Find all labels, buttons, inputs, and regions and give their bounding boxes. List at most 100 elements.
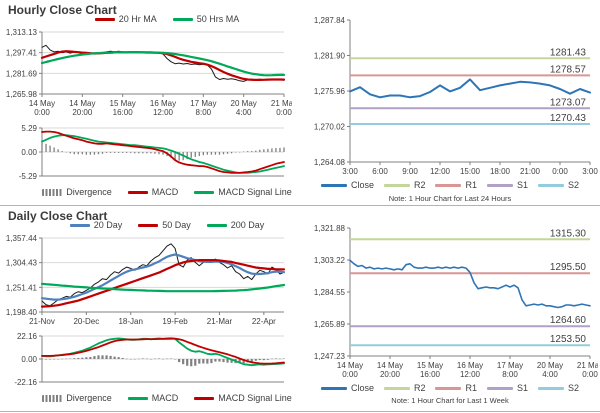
line-swatch-icon [320, 183, 347, 187]
svg-text:14 May: 14 May [337, 361, 363, 370]
svg-text:18-Jan: 18-Jan [118, 317, 142, 326]
bars-swatch-icon [42, 188, 63, 196]
legend-item-r2: R2 [383, 383, 425, 393]
daily-section-title: Daily Close Chart [8, 209, 108, 223]
svg-text:5.29: 5.29 [21, 124, 37, 133]
svg-text:21-Nov: 21-Nov [29, 317, 55, 326]
legend-item-s1: S1 [487, 383, 528, 393]
svg-text:0.00: 0.00 [21, 148, 37, 157]
svg-text:1,275.96: 1,275.96 [314, 87, 346, 96]
svg-text:16:00: 16:00 [420, 370, 441, 379]
svg-text:1,304.43: 1,304.43 [6, 259, 38, 268]
hourly-ma-legend: 20 Hr MA 50 Hrs MA [40, 14, 294, 24]
svg-text:0.00: 0.00 [21, 355, 37, 364]
legend-item-macd-signal: MACD Signal Line [194, 393, 292, 403]
line-swatch-icon [538, 386, 565, 390]
legend-item-s1: S1 [487, 180, 528, 190]
svg-text:1,264.08: 1,264.08 [314, 158, 346, 167]
svg-text:1,357.44: 1,357.44 [6, 234, 38, 243]
daily-pivot-chart: 1,321.88 1,303.22 1,284.55 1,265.89 1,247.23… [302, 222, 600, 382]
svg-text:1,281.69: 1,281.69 [6, 69, 38, 78]
svg-text:1,247.23: 1,247.23 [314, 352, 346, 361]
svg-text:20-Dec: 20-Dec [73, 317, 99, 326]
daily-pivot-legend: Close R2 R1 S1 S2 [310, 383, 590, 393]
legend-item-close: Close [320, 180, 374, 190]
daily-pivot-note: Note: 1 Hour Chart for Last 1 Week [391, 396, 509, 405]
daily-macd-legend: Divergence MACD MACD Signal Line [40, 393, 294, 403]
line-swatch-icon [172, 17, 193, 21]
svg-text:1253.50: 1253.50 [550, 334, 587, 345]
hourly-pivot-chart: 1,287.84 1,281.90 1,275.96 1,270.02 1,264.08… [302, 14, 598, 178]
svg-text:14 May: 14 May [69, 99, 95, 108]
svg-text:1,251.41: 1,251.41 [6, 283, 38, 292]
hourly-section-title: Hourly Close Chart [8, 3, 117, 17]
svg-text:8:00: 8:00 [502, 370, 518, 379]
hourly-price-chart: 1,313.13 1,297.41 1,281.69 1,265.98 14 May 0:… [0, 26, 297, 120]
line-swatch-icon [194, 396, 215, 400]
svg-text:1,270.02: 1,270.02 [314, 123, 346, 132]
svg-text:17 May: 17 May [497, 361, 523, 370]
svg-text:1,281.90: 1,281.90 [314, 52, 346, 61]
svg-text:0:00: 0:00 [342, 370, 358, 379]
svg-text:16:00: 16:00 [113, 108, 134, 117]
daily-pivot-panel: 1,321.88 1,303.22 1,284.55 1,265.89 1,247.23… [300, 206, 600, 412]
legend-item-20day-ma: 20 Day [69, 220, 122, 230]
svg-text:8:00: 8:00 [196, 108, 212, 117]
svg-text:1,265.89: 1,265.89 [314, 320, 346, 329]
svg-text:0:00: 0:00 [34, 108, 50, 117]
daily-section: Daily Close Chart 20 Day 50 Day 200 Day … [0, 206, 600, 412]
svg-text:15 May: 15 May [110, 99, 136, 108]
legend-item-macd: MACD [127, 187, 178, 197]
svg-text:1273.07: 1273.07 [550, 97, 587, 108]
legend-item-r1: R1 [435, 180, 477, 190]
svg-text:1,284.55: 1,284.55 [314, 288, 346, 297]
svg-text:15:00: 15:00 [460, 167, 481, 176]
line-swatch-icon [94, 17, 115, 21]
line-swatch-icon [435, 183, 462, 187]
svg-text:1,287.84: 1,287.84 [314, 16, 346, 25]
daily-price-chart: 1,357.44 1,304.43 1,251.41 1,198.40 21-Nov 20… [0, 232, 292, 328]
svg-text:12:00: 12:00 [153, 108, 174, 117]
line-swatch-icon [69, 223, 90, 227]
svg-text:22-Apr: 22-Apr [252, 317, 276, 326]
svg-text:12:00: 12:00 [460, 370, 481, 379]
hourly-left-panel: Hourly Close Chart 20 Hr MA 50 Hrs MA 1,… [0, 0, 298, 206]
svg-text:21 May: 21 May [271, 99, 292, 108]
line-swatch-icon [206, 223, 227, 227]
svg-text:-22.16: -22.16 [14, 378, 37, 387]
svg-text:20 May: 20 May [231, 99, 257, 108]
line-swatch-icon [127, 396, 148, 400]
svg-text:20 May: 20 May [537, 361, 563, 370]
legend-item-divergence: Divergence [42, 393, 112, 403]
svg-text:1295.50: 1295.50 [550, 262, 587, 273]
svg-text:1278.57: 1278.57 [550, 64, 587, 75]
svg-text:1,297.41: 1,297.41 [6, 49, 38, 58]
svg-text:-5.29: -5.29 [19, 172, 38, 181]
daily-macd-chart: 22.16 0.00 -22.16 [0, 330, 292, 390]
hourly-macd-legend: Divergence MACD MACD Signal Line [40, 187, 294, 197]
line-swatch-icon [383, 386, 410, 390]
legend-item-50hr-ma: 50 Hrs MA [172, 14, 239, 24]
svg-text:21-Mar: 21-Mar [207, 317, 233, 326]
svg-text:18:00: 18:00 [490, 167, 511, 176]
svg-text:20:00: 20:00 [72, 108, 93, 117]
svg-text:1264.60: 1264.60 [550, 315, 587, 326]
svg-text:1,321.88: 1,321.88 [314, 224, 346, 233]
hourly-pivot-legend: Close R2 R1 S1 S2 [310, 180, 590, 190]
svg-text:3:00: 3:00 [582, 167, 598, 176]
svg-text:15 May: 15 May [417, 361, 443, 370]
daily-ma-legend: 20 Day 50 Day 200 Day [40, 220, 294, 230]
svg-text:17 May: 17 May [190, 99, 216, 108]
legend-item-macd: MACD [127, 393, 178, 403]
svg-text:9:00: 9:00 [402, 167, 418, 176]
hourly-macd-chart: 5.29 0.00 -5.29 [0, 122, 292, 184]
svg-text:12:00: 12:00 [430, 167, 451, 176]
svg-text:1281.43: 1281.43 [550, 47, 587, 58]
legend-item-50day-ma: 50 Day [138, 220, 191, 230]
svg-text:1,303.22: 1,303.22 [314, 256, 346, 265]
svg-text:20:00: 20:00 [380, 370, 401, 379]
line-swatch-icon [487, 183, 513, 187]
hourly-pivot-panel: 1,287.84 1,281.90 1,275.96 1,270.02 1,264.08… [300, 0, 600, 206]
svg-text:1,313.13: 1,313.13 [6, 28, 38, 37]
